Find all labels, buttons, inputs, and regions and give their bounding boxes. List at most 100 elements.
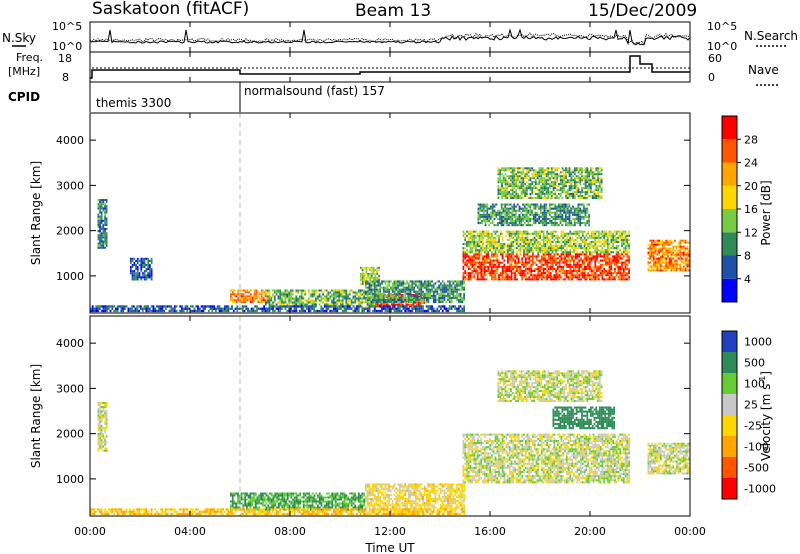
heatmap-cell xyxy=(138,259,141,262)
heatmap-cell xyxy=(506,220,508,223)
heatmap-cell xyxy=(520,197,523,199)
heatmap-cell xyxy=(612,238,614,241)
heatmap-cell xyxy=(510,274,513,277)
heatmap-cell xyxy=(542,167,544,170)
heatmap-cell xyxy=(538,175,541,178)
heatmap-cell xyxy=(533,230,536,233)
heatmap-cell xyxy=(624,267,627,270)
heatmap-cell xyxy=(538,205,540,208)
heatmap-cell xyxy=(242,293,245,296)
heatmap-cell xyxy=(436,292,439,295)
heatmap-cell xyxy=(511,217,514,220)
heatmap-cell xyxy=(457,282,460,285)
heatmap-cell xyxy=(489,270,491,273)
heatmap-cell xyxy=(571,232,573,235)
heatmap-cell xyxy=(559,177,562,180)
heatmap-cell xyxy=(576,272,579,275)
heatmap-cell xyxy=(473,270,475,273)
heatmap-cell xyxy=(559,203,562,206)
heatmap-cell xyxy=(572,187,574,190)
heatmap-cell xyxy=(502,211,505,214)
heatmap-cell xyxy=(499,261,502,264)
heatmap-cell xyxy=(230,295,232,298)
heatmap-cell xyxy=(487,236,490,239)
heatmap-cell xyxy=(508,191,510,194)
heatmap-cell xyxy=(457,292,460,295)
heatmap-cell xyxy=(675,259,678,262)
heatmap-cell xyxy=(491,234,493,237)
heatmap-cell xyxy=(659,259,662,262)
heatmap-cell xyxy=(211,307,214,310)
heatmap-cell xyxy=(182,307,185,310)
heatmap-cell xyxy=(471,243,474,246)
heatmap-cell xyxy=(549,249,552,252)
heatmap-cell xyxy=(498,245,500,248)
heatmap-cell xyxy=(323,297,326,300)
heatmap-cell xyxy=(304,303,307,306)
heatmap-cell xyxy=(679,253,682,256)
heatmap-cell xyxy=(507,267,509,270)
heatmap-cell xyxy=(590,195,592,197)
heatmap-cell xyxy=(237,297,240,300)
heatmap-cell xyxy=(579,193,582,195)
heatmap-cell xyxy=(246,289,249,292)
heatmap-cell xyxy=(583,238,586,241)
heatmap-cell xyxy=(429,282,432,285)
heatmap-cell xyxy=(416,280,419,283)
heatmap-cell xyxy=(448,294,451,297)
heatmap-cell xyxy=(601,247,604,250)
heatmap-cell xyxy=(397,290,399,293)
heatmap-cell xyxy=(133,274,136,277)
heatmap-cell xyxy=(681,259,683,262)
heatmap-cell xyxy=(659,265,662,268)
heatmap-cell xyxy=(575,183,578,186)
heatmap-cell xyxy=(568,169,571,172)
heatmap-cell xyxy=(469,249,472,252)
heatmap-cell xyxy=(302,295,305,298)
heatmap-cell xyxy=(239,289,241,292)
heatmap-cell xyxy=(528,255,531,258)
heatmap-cell xyxy=(553,276,556,279)
heatmap-cell xyxy=(665,241,667,244)
heatmap-cell xyxy=(562,251,565,254)
heatmap-cell xyxy=(603,243,606,246)
heatmap-cell xyxy=(587,267,589,270)
heatmap-cell xyxy=(586,220,589,223)
heatmap-cell xyxy=(497,213,499,216)
heatmap-cell xyxy=(132,305,135,308)
heatmap-cell xyxy=(652,255,655,258)
heatmap-cell xyxy=(161,309,164,313)
heatmap-cell xyxy=(568,171,571,174)
heatmap-cell xyxy=(580,259,582,262)
heatmap-cell xyxy=(536,205,539,208)
heatmap-cell xyxy=(425,294,428,297)
heatmap-cell xyxy=(675,251,678,254)
heatmap-cell xyxy=(485,257,488,260)
heatmap-cell xyxy=(99,199,101,202)
heatmap-cell xyxy=(622,255,625,258)
heatmap-cell xyxy=(535,230,538,233)
heatmap-cell xyxy=(576,278,579,281)
heatmap-cell xyxy=(549,197,551,199)
heatmap-cell xyxy=(563,203,565,206)
heatmap-cell xyxy=(597,255,600,258)
heatmap-cell xyxy=(413,280,415,283)
heatmap-cell xyxy=(558,261,561,264)
heatmap-cell xyxy=(588,173,591,176)
heatmap-cell xyxy=(499,179,502,182)
heatmap-cell xyxy=(136,261,139,264)
heatmap-cell xyxy=(686,255,689,258)
heatmap-cell xyxy=(478,267,481,270)
heatmap-cell xyxy=(528,240,531,243)
heatmap-cell xyxy=(115,307,117,310)
heatmap-cell xyxy=(279,309,282,313)
heatmap-cell xyxy=(298,297,301,300)
heatmap-cell xyxy=(562,257,565,260)
heatmap-cell xyxy=(415,290,417,293)
heatmap-cell xyxy=(567,243,570,246)
heatmap-cell xyxy=(561,205,564,208)
heatmap-cell xyxy=(483,267,486,270)
heatmap-cell xyxy=(619,255,622,258)
heatmap-cell xyxy=(572,195,574,197)
heatmap-cell xyxy=(116,309,119,313)
